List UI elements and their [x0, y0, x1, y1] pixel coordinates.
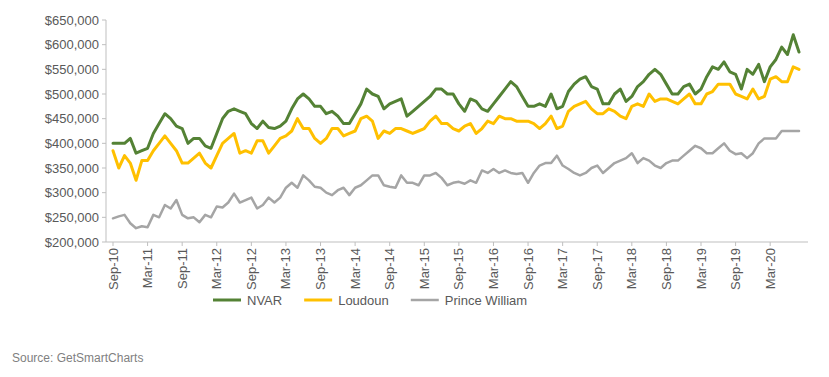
y-tick-label: $250,000	[45, 210, 99, 225]
x-tick-label: Sep-12	[244, 248, 259, 290]
x-tick-label: Sep-11	[175, 248, 190, 289]
x-tick-label: Mar-18	[624, 248, 639, 289]
x-tick	[562, 242, 563, 246]
y-tick-label: $300,000	[45, 185, 99, 200]
x-tick	[320, 242, 321, 246]
x-tick-label: Sep-13	[313, 248, 328, 290]
x-tick-label: Mar-17	[555, 248, 570, 289]
y-tick	[102, 192, 106, 193]
x-tick	[424, 242, 425, 246]
x-tick	[216, 242, 217, 246]
x-tick-label: Mar-16	[486, 248, 501, 289]
x-tick-label: Mar-20	[763, 248, 778, 289]
legend-swatch	[411, 299, 439, 302]
y-tick-label: $200,000	[45, 235, 99, 250]
y-axis	[106, 20, 107, 242]
series-line	[113, 35, 799, 153]
y-tick-label: $400,000	[45, 136, 99, 151]
background	[0, 0, 829, 377]
y-tick-label: $550,000	[45, 62, 99, 77]
y-tick-label: $500,000	[45, 87, 99, 102]
y-tick	[102, 94, 106, 95]
y-tick-label: $450,000	[45, 111, 99, 126]
x-tick	[147, 242, 148, 246]
x-tick-label: Sep-15	[451, 248, 466, 290]
x-tick	[113, 242, 114, 246]
x-tick	[770, 242, 771, 246]
x-tick	[389, 242, 390, 246]
x-tick-label: Sep-16	[521, 248, 536, 290]
legend-swatch	[213, 299, 241, 302]
legend-label: Loudoun	[338, 293, 389, 308]
x-tick	[355, 242, 356, 246]
y-tick	[102, 69, 106, 70]
x-tick-label: Sep-14	[382, 248, 397, 290]
y-tick	[102, 168, 106, 169]
x-tick-label: Mar-12	[209, 248, 224, 289]
x-tick-label: Mar-19	[694, 248, 709, 289]
x-tick	[251, 242, 252, 246]
y-tick	[102, 44, 106, 45]
x-tick-label: Mar-13	[278, 248, 293, 289]
y-tick	[102, 143, 106, 144]
y-tick-label: $650,000	[45, 13, 99, 28]
y-tick	[102, 118, 106, 119]
x-tick	[735, 242, 736, 246]
x-tick-label: Mar-11	[140, 248, 155, 288]
legend-label: Prince William	[445, 293, 527, 308]
y-tick-label: $350,000	[45, 161, 99, 176]
x-tick-label: Sep-10	[106, 248, 121, 290]
x-tick	[666, 242, 667, 246]
series-line	[113, 67, 799, 180]
x-tick	[458, 242, 459, 246]
y-tick	[102, 217, 106, 218]
x-tick-label: Sep-17	[590, 248, 605, 290]
x-tick-label: Sep-18	[659, 248, 674, 290]
chart: $200,000 $250,000 $300,000 $350,000 $400,000…	[0, 0, 829, 377]
x-tick-label: Mar-15	[417, 248, 432, 289]
y-tick	[102, 20, 106, 21]
x-tick	[597, 242, 598, 246]
x-tick-label: Sep-19	[728, 248, 743, 290]
x-axis	[106, 242, 808, 243]
legend-label: NVAR	[247, 293, 282, 308]
x-tick	[285, 242, 286, 246]
x-tick	[631, 242, 632, 246]
x-tick	[528, 242, 529, 246]
x-tick	[182, 242, 183, 246]
y-tick	[102, 242, 106, 243]
plot-lines	[113, 35, 799, 228]
x-tick	[701, 242, 702, 246]
y-tick-label: $600,000	[45, 37, 99, 52]
legend-swatch	[304, 299, 332, 302]
series-line	[113, 131, 799, 228]
x-tick	[493, 242, 494, 246]
x-tick-label: Mar-14	[348, 248, 363, 289]
source-note: Source: GetSmartCharts	[12, 351, 143, 365]
